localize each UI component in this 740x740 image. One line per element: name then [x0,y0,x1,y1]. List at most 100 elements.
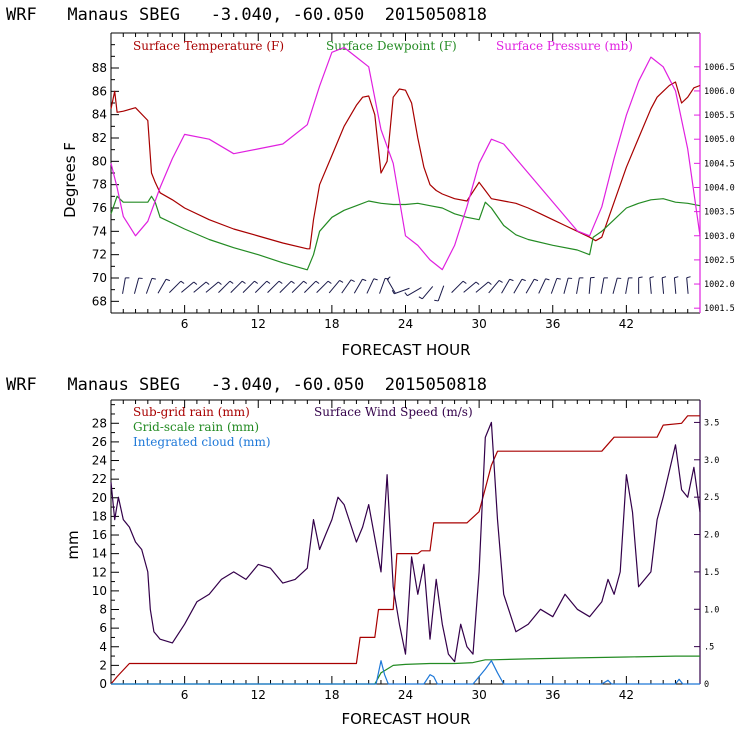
top-chart-plot: 6 12 18 24 30 36 42 68 70 72 74 76 78 80 82 84 86 88 1001.… [92,32,735,331]
wind-barb-flag [241,280,246,284]
top-chart-ylabel: Degrees F [61,142,79,218]
y2-tick-label: 1005.5 [704,111,735,121]
y-tick-label: 76 [92,201,107,215]
y2-tick-label: 1004.0 [704,183,735,193]
wind-barb-flag [218,281,222,285]
y2-tick-label: 2.0 [704,531,719,541]
wind-barb [649,277,652,294]
wind-barb [488,280,500,294]
wind-barb-flag [278,280,283,284]
wind-barb [463,281,477,293]
wind-barb-flag [674,276,679,279]
wind-barb-flag [151,277,156,280]
series-line-2 [110,46,701,271]
wind-barb [366,278,375,294]
wind-barb-flag [165,278,171,282]
wind-barb [145,278,153,294]
wind-barb-flag [404,292,408,296]
y2-tick-label: 1002.0 [704,280,735,290]
wind-barb [501,279,511,294]
wind-barb-flag [649,276,654,279]
wind-barb [576,277,580,294]
y2-tick-label: 1002.5 [704,256,735,266]
wind-barb [181,281,195,293]
x-tick-label: 18 [324,688,339,702]
x-tick-label: 24 [398,317,413,331]
y-tick-label: 14 [92,547,107,561]
wind-barb-flag [303,280,308,284]
legend-surface-wind-speed: Surface Wind Speed (m/s) [314,405,473,419]
wind-barb [538,278,547,294]
wind-barb-flag [462,280,467,284]
wind-barb [193,281,207,293]
y2-tick-label: 3.5 [704,418,719,428]
legend-grid-scale-rain: Grid-scale rain (mm) [133,420,259,434]
y-tick-label: 8 [99,603,107,617]
bottom-chart-plot: 6 12 18 24 30 36 4202468101214161820222426280.… [92,399,719,702]
wind-barb-flag [386,276,391,280]
wind-barb [625,277,629,294]
wind-barb [267,280,280,293]
bottom-chart-xlabel: FORECAST HOUR [341,710,470,728]
wind-barb [341,279,352,294]
y-tick-label: 28 [92,416,107,430]
series-line-0 [110,81,701,250]
y2-tick-label: 1.0 [704,605,719,615]
y-tick-label: 68 [92,294,107,308]
y2-tick-label: .5 [704,643,714,653]
y-tick-label: 18 [92,509,107,523]
x-tick-label: 42 [619,317,634,331]
legend-surface-pressure: Surface Pressure (mb) [496,39,633,53]
wind-barb [588,277,592,294]
y-tick-label: 2 [99,658,107,672]
series-line-2 [111,660,700,685]
x-tick-label: 18 [324,317,339,331]
wind-barb [291,280,304,293]
y-tick-label: 24 [92,454,107,468]
top-chart-header: WRF Manaus SBEG -3.040, -60.050 20150508… [6,5,487,25]
y-tick-label: 26 [92,435,107,449]
y2-tick-label: 1004.5 [704,159,735,169]
wind-barb [218,280,231,293]
y-tick-label: 6 [99,621,107,635]
legend-sub-grid-rain: Sub-grid rain (mm) [133,405,250,419]
wind-barb [157,279,167,294]
y-tick-label: 72 [92,248,107,262]
wind-barb [328,280,340,294]
wind-barb [304,280,317,293]
wind-barb-flag [229,280,234,284]
y-tick-label: 22 [92,472,107,486]
y2-tick-label: 1006.5 [704,63,735,73]
wind-barb-flag [266,280,271,284]
wind-barb [475,281,489,293]
y-tick-label: 4 [99,640,107,654]
wind-barb-flag [418,296,423,300]
wind-barb-flag [556,277,561,280]
x-tick-label: 36 [545,688,560,702]
wind-barb-flag [362,278,367,282]
x-tick-label: 12 [251,688,266,702]
wind-barb-flag [498,280,503,283]
wind-barb-flag [638,276,643,279]
x-tick-label: 36 [545,317,560,331]
y-tick-label: 70 [92,271,107,285]
wind-barb [279,280,292,293]
wind-barb [421,286,434,300]
series-line-1 [110,195,701,271]
wind-barb [525,279,535,294]
series-line-0 [110,415,700,685]
y-tick-label: 82 [92,131,107,145]
y2-tick-label: 0 [704,680,709,690]
y-tick-label: 88 [92,61,107,75]
wind-barb [316,280,329,293]
x-tick-label: 6 [181,688,189,702]
wind-barb [379,278,386,294]
wind-barb [242,280,255,293]
wind-barb [133,277,140,294]
wind-barb-flag [180,280,185,284]
y2-tick-label: 1003.5 [704,208,735,218]
top-chart-xlabel: FORECAST HOUR [341,341,470,359]
wind-barb-flag [487,281,492,285]
wind-barb [254,280,268,293]
